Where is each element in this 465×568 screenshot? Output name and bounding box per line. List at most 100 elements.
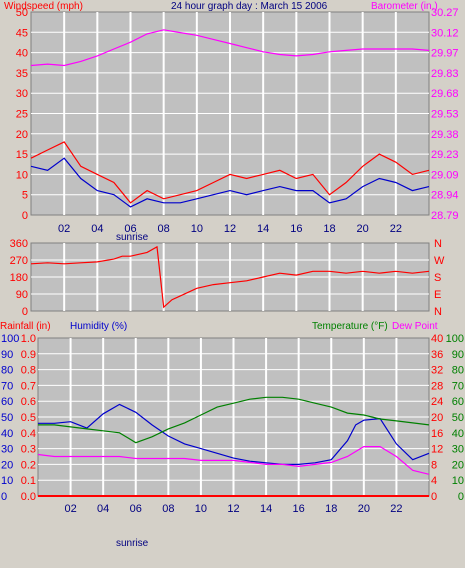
windspeed-tick-label: 20 [16,129,28,141]
dewpoint-line [37,446,430,475]
humidity-tick-label: 40 [1,428,13,440]
barometer-tick-label: 29.38 [431,129,459,141]
direction-tick-label: 0 [22,306,28,318]
dewpoint-percent-tick-label: 100 [446,333,464,345]
barometer-tick-label: 29.23 [431,149,459,161]
humidity-x-tick-label: 22 [390,503,402,515]
windspeed-axis-title: Windspeed (mph) [4,1,83,12]
wind-x-tick-label: 02 [58,223,70,235]
humidity-x-tick-label: 14 [260,503,272,515]
humidity-x-tick-label: 10 [195,503,207,515]
humidity-tick-label: 90 [1,349,13,361]
wind-x-tick-label: 20 [357,223,369,235]
windspeed-tick-label: 30 [16,88,28,100]
temperature-tick-label: 8 [431,459,437,471]
rainfall-tick-label: 0.2 [21,459,36,471]
humidity-x-tick-label: 02 [64,503,76,515]
wind-x-tick-label: 06 [124,223,136,235]
windspeed-tick-label: 45 [16,27,28,39]
humidity-line [38,403,430,465]
dewpoint-percent-tick-label: 10 [452,475,464,487]
barometer-axis-title: Barometer (in.) [371,1,438,12]
barometer-tick-label: 29.97 [431,48,459,60]
barometer-tick-label: 30.12 [431,27,459,39]
direction-tick-label: 360 [10,238,28,250]
humidity-tick-label: 0 [1,491,7,503]
humidity-tick-label: 60 [1,396,13,408]
temperature-tick-label: 0 [431,491,437,503]
direction-compass-label: W [434,255,445,267]
humidity-x-tick-label: 20 [358,503,370,515]
humidity-tick-label: 20 [1,459,13,471]
temperature-tick-label: 28 [431,380,443,392]
wind-x-tick-label: 22 [390,223,402,235]
dewpoint-percent-tick-label: 70 [452,380,464,392]
dewpoint-axis-title: Dew Point [392,321,438,332]
wind-x-tick-label: 16 [290,223,302,235]
dewpoint-percent-tick-label: 0 [458,491,464,503]
rainfall-tick-label: 1.0 [21,333,36,345]
direction-tick-label: 270 [10,255,28,267]
direction-tick-label: 90 [16,289,28,301]
rainfall-tick-label: 0.6 [21,396,36,408]
rainfall-tick-label: 0.7 [21,380,36,392]
rainfall-tick-label: 0.3 [21,444,36,456]
wind-direction-line [30,245,430,309]
rainfall-tick-label: 0.1 [21,475,36,487]
dewpoint-percent-tick-label: 30 [452,444,464,456]
chart-title: 24 hour graph day : March 15 2006 [171,1,328,12]
barometer-tick-label: 29.83 [431,68,459,80]
rainfall-tick-label: 0.4 [21,428,36,440]
direction-compass-label: N [434,306,442,318]
barometer-tick-label: 29.09 [431,169,459,181]
rainfall-tick-label: 0.0 [21,491,36,503]
temperature-tick-label: 20 [431,412,443,424]
wind-x-tick-label: 04 [91,223,103,235]
temperature-tick-label: 12 [431,444,443,456]
dewpoint-percent-tick-label: 60 [452,396,464,408]
rainfall-tick-label: 0.5 [21,412,36,424]
humidity-x-tick-label: 18 [325,503,337,515]
windspeed-tick-label: 40 [16,48,28,60]
humidity-tick-label: 50 [1,412,13,424]
temperature-tick-label: 4 [431,475,437,487]
temperature-tick-label: 40 [431,333,443,345]
dewpoint-percent-tick-label: 80 [452,365,464,377]
temperature-tick-label: 36 [431,349,443,361]
wind-x-tick-label: 10 [191,223,203,235]
temperature-line [38,396,430,444]
humidity-tick-label: 100 [1,333,19,345]
barometer-tick-label: 28.79 [431,210,459,222]
rainfall-axis-title: Rainfall (in) [0,321,51,332]
humidity-tick-label: 80 [1,365,13,377]
sunrise-marker-label-bottom: sunrise [116,538,149,549]
direction-compass-label: E [434,289,441,301]
wind-average-line [30,157,430,208]
humidity-tick-label: 70 [1,380,13,392]
temperature-tick-label: 32 [431,365,443,377]
windspeed-tick-label: 15 [16,149,28,161]
humidity-x-tick-label: 12 [227,503,239,515]
windspeed-line [30,141,430,204]
dewpoint-percent-tick-label: 50 [452,412,464,424]
windspeed-tick-label: 25 [16,109,28,121]
barometer-line [30,29,430,67]
barometer-tick-label: 30.27 [431,7,459,19]
barometer-tick-label: 28.94 [431,190,459,202]
windspeed-tick-label: 5 [22,190,28,202]
humidity-tick-label: 10 [1,475,13,487]
direction-compass-label: S [434,272,441,284]
barometer-tick-label: 29.53 [431,109,459,121]
dewpoint-percent-tick-label: 20 [452,459,464,471]
windspeed-tick-label: 10 [16,169,28,181]
humidity-axis-title: Humidity (%) [70,321,128,332]
rainfall-tick-label: 0.9 [21,349,36,361]
windspeed-tick-label: 35 [16,68,28,80]
windspeed-tick-label: 50 [16,7,28,19]
humidity-x-tick-label: 06 [130,503,142,515]
humidity-x-tick-label: 08 [162,503,174,515]
humidity-x-tick-label: 04 [97,503,109,515]
barometer-tick-label: 29.68 [431,88,459,100]
